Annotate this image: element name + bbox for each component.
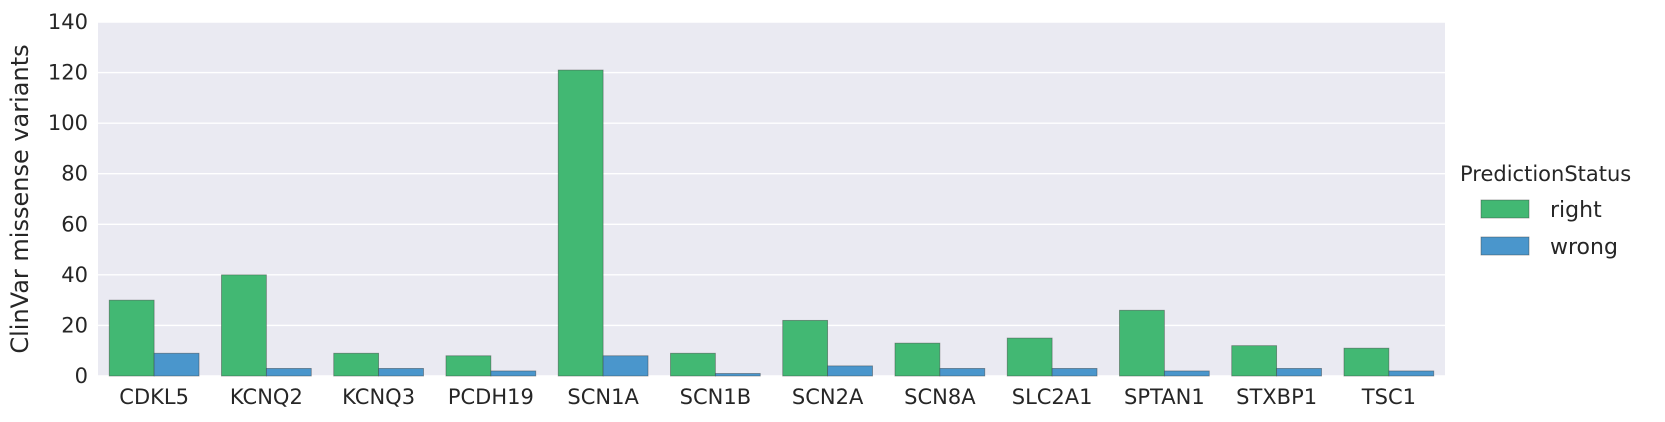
x-tick-label: SLC2A1 [1012, 385, 1093, 409]
x-tick-label: TSC1 [1361, 385, 1416, 409]
gridlines [98, 21, 1445, 377]
legend-swatch-wrong [1480, 236, 1530, 256]
bars [108, 69, 1435, 377]
bar-right-kcnq3 [333, 352, 380, 377]
legend-label-right: right [1550, 198, 1602, 223]
x-tick-label: SCN1B [680, 385, 751, 409]
bar-wrong-kcnq2 [265, 368, 312, 377]
bar-wrong-tsc1 [1388, 370, 1435, 377]
bar-wrong-scn8a [939, 368, 986, 377]
bar-right-stxbp1 [1231, 345, 1278, 377]
x-tick-label: KCNQ2 [230, 385, 303, 409]
legend-title: PredictionStatus [1460, 162, 1631, 186]
y-tick-label: 40 [61, 263, 88, 287]
plot-area [98, 22, 1445, 376]
y-axis-title: ClinVar missense variants [6, 44, 34, 353]
x-tick-label: SCN1A [567, 385, 639, 409]
y-tick-label: 60 [61, 212, 88, 236]
x-tick-label: KCNQ3 [342, 385, 415, 409]
y-tick-label: 0 [75, 364, 88, 388]
bar-right-kcnq2 [221, 274, 267, 377]
y-tick-label: 20 [61, 313, 88, 337]
bar-wrong-scn1b [714, 373, 761, 377]
bar-wrong-scn2a [827, 365, 873, 377]
y-axis-ticks: 0 20 40 60 80 100 120 140 [48, 10, 88, 388]
bar-wrong-scn1a [602, 355, 649, 377]
bar-right-scn8a [894, 342, 941, 377]
bar-right-slc2a1 [1006, 337, 1053, 377]
bar-right-scn1b [670, 352, 716, 377]
x-axis-ticks: CDKL5 KCNQ2 KCNQ3 PCDH19 SCN1A SCN1B SCN2A SCN8… [119, 385, 1416, 409]
x-tick-label: PCDH19 [448, 385, 534, 409]
x-tick-label: SCN8A [904, 385, 976, 409]
bar-wrong-stxbp1 [1276, 368, 1322, 377]
bar-right-sptan1 [1119, 309, 1165, 377]
y-tick-label: 140 [48, 10, 88, 34]
bar-right-tsc1 [1343, 347, 1390, 377]
bar-right-scn1a [557, 69, 604, 377]
legend: PredictionStatus right wrong [1460, 162, 1631, 260]
bar-wrong-slc2a1 [1051, 368, 1098, 377]
y-tick-label: 80 [61, 162, 88, 186]
bar-wrong-kcnq3 [378, 368, 424, 377]
bar-wrong-pcdh19 [490, 370, 537, 377]
bar-right-cdkl5 [108, 299, 155, 377]
y-tick-label: 120 [48, 61, 88, 85]
x-tick-label: SCN2A [792, 385, 864, 409]
bar-right-pcdh19 [445, 355, 492, 377]
y-tick-label: 100 [48, 111, 88, 135]
x-tick-label: STXBP1 [1236, 385, 1317, 409]
x-tick-label: CDKL5 [119, 385, 189, 409]
legend-label-wrong: wrong [1550, 235, 1618, 260]
bar-right-scn2a [782, 319, 829, 377]
bar-wrong-cdkl5 [153, 352, 200, 377]
x-tick-label: SPTAN1 [1124, 385, 1205, 409]
bar-wrong-sptan1 [1163, 370, 1210, 377]
legend-swatch-right [1480, 199, 1530, 219]
